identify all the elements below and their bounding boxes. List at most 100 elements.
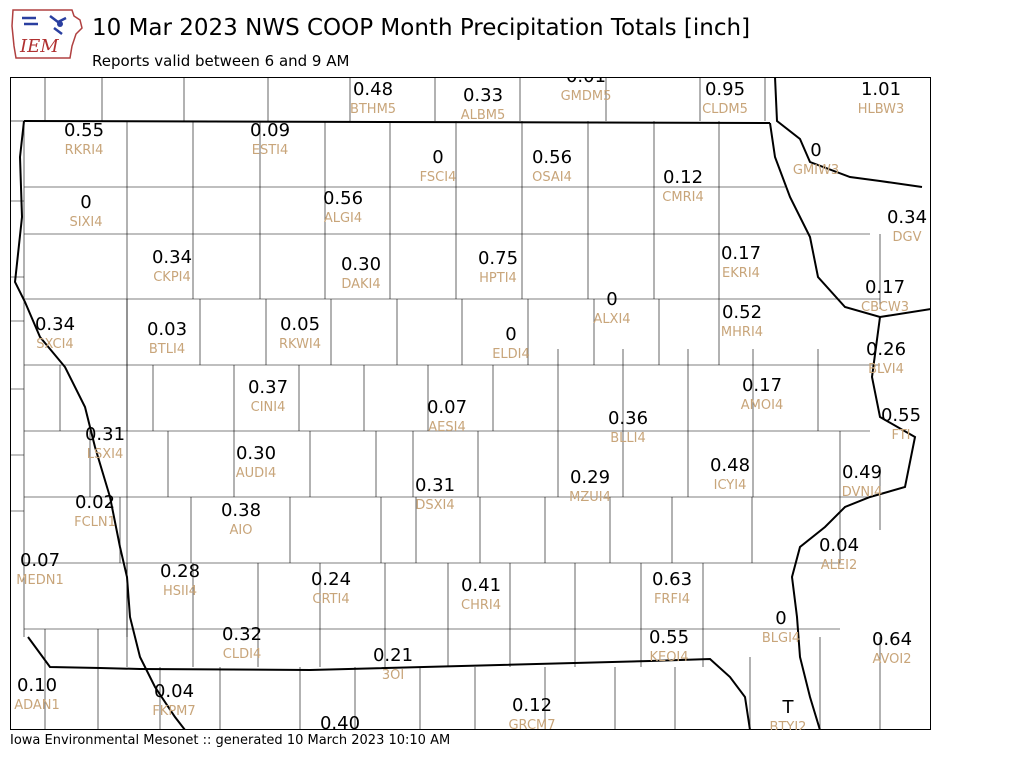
page-subtitle: Reports valid between 6 and 9 AM [92, 52, 350, 70]
station-id-label: SIXI4 [69, 215, 102, 230]
station-marker: 0 FSCI4 [420, 147, 457, 185]
station-id-label: BLVI4 [868, 362, 904, 377]
station-id-label: BTLI4 [149, 342, 185, 357]
station-id-label: FSCI4 [420, 170, 457, 185]
station-id-label: AIO [230, 523, 253, 538]
station-marker: 0.41 CHRI4 [461, 575, 501, 613]
stations-layer: 0.48 BTHM5 0.33 ALBM5 0.01 GMDM5 0.95 CLDM5 1.01… [14, 77, 927, 730]
station-id-label: FKPM7 [152, 704, 195, 719]
station-marker: 0.34 DGV [887, 207, 927, 245]
precip-value: 0.04 [819, 535, 859, 556]
station-marker: 0.49 DVNI4 [842, 462, 883, 500]
precip-value: 0.63 [652, 569, 692, 590]
station-id-label: BTYI2 [770, 720, 807, 730]
station-id-label: BTHM5 [350, 102, 396, 117]
precip-value: 0.75 [478, 248, 518, 269]
station-marker: 0.17 AMOI4 [741, 375, 783, 413]
station-marker: 0.04 FKPM7 [152, 681, 195, 719]
station-marker: 0.17 CBCW3 [861, 277, 909, 315]
precip-value: 0.56 [323, 188, 363, 209]
station-id-label: CRTI4 [312, 592, 349, 607]
station-id-label: FRFI4 [654, 592, 690, 607]
precip-value: 0 [432, 147, 443, 168]
station-marker: 0.07 MEDN1 [16, 550, 63, 588]
station-id-label: BLGI4 [762, 631, 800, 646]
precip-value: 0.05 [280, 314, 320, 335]
station-id-label: CINI4 [251, 400, 286, 415]
precip-value: 0.21 [373, 645, 413, 666]
station-id-label: ESTI4 [252, 143, 289, 158]
station-marker: 0 SIXI4 [69, 192, 102, 230]
station-marker: 0.12 GRCM7 [508, 695, 555, 730]
station-marker: 0.36 BLLI4 [608, 408, 648, 446]
precip-value: 1.01 [861, 79, 901, 100]
station-id-label: HPTI4 [479, 271, 517, 286]
station-id-label: ALBM5 [461, 108, 506, 123]
station-id-label: DSXI4 [415, 498, 454, 513]
station-marker: 1.01 HLBW3 [858, 79, 905, 117]
precip-value: 0.10 [17, 675, 57, 696]
precip-value: 0.55 [64, 120, 104, 141]
precip-value: 0 [606, 289, 617, 310]
station-id-label: EKRI4 [722, 266, 760, 281]
footer-credit: Iowa Environmental Mesonet :: generated … [10, 733, 451, 748]
precip-value: 0.04 [154, 681, 194, 702]
station-marker: 0.32 CLDI4 [222, 624, 262, 662]
station-id-label: MHRI4 [721, 325, 763, 340]
station-id-label: CMRI4 [662, 190, 703, 205]
station-marker: 0.26 BLVI4 [866, 339, 906, 377]
precip-value: 0.41 [461, 575, 501, 596]
station-id-label: ALGI4 [324, 211, 362, 226]
station-id-label: ICYI4 [714, 478, 747, 493]
station-id-label: BLLI4 [610, 431, 646, 446]
precip-value: 0.34 [152, 247, 192, 268]
station-id-label: AUDI4 [236, 466, 277, 481]
precip-value: 0.34 [887, 207, 927, 228]
station-marker: 0.04 ALEI2 [819, 535, 859, 573]
station-id-label: RKRI4 [65, 143, 104, 158]
station-id-label: RKWI4 [279, 337, 321, 352]
station-id-label: GRCM7 [508, 718, 555, 730]
station-id-label: 3OI [382, 668, 404, 683]
station-id-label: ELDI4 [492, 347, 530, 362]
precip-value: 0.02 [75, 492, 115, 513]
station-marker: 0.55 KEOI4 [649, 627, 689, 665]
station-id-label: CLDI4 [223, 647, 261, 662]
precip-value: 0.07 [20, 550, 60, 571]
station-marker: 0.30 DAKI4 [341, 254, 381, 292]
station-id-label: CKPI4 [153, 270, 191, 285]
station-id-label: AMOI4 [741, 398, 783, 413]
precip-value: 0.95 [705, 79, 745, 100]
station-marker: 0.63 FRFI4 [652, 569, 692, 607]
station-marker: 0.33 ALBM5 [461, 85, 506, 123]
precip-value: 0.55 [881, 405, 921, 426]
precip-value: 0.09 [250, 120, 290, 141]
precip-value: 0.03 [147, 319, 187, 340]
precip-value: 0.28 [160, 561, 200, 582]
precip-value: 0.17 [742, 375, 782, 396]
station-marker: 0.07 AESI4 [427, 397, 467, 435]
station-id-label: CHRI4 [461, 598, 501, 613]
precip-value: 0.48 [353, 79, 393, 100]
station-marker: 0.31 DSXI4 [415, 475, 455, 513]
station-id-label: HLBW3 [858, 102, 905, 117]
station-marker: 0.28 HSII4 [160, 561, 200, 599]
station-id-label: AESI4 [428, 420, 465, 435]
precip-value: 0.31 [85, 424, 125, 445]
page-title: 10 Mar 2023 NWS COOP Month Precipitation… [92, 15, 751, 41]
precip-value: 0.17 [721, 243, 761, 264]
precip-value: 0.24 [311, 569, 351, 590]
station-marker: 0.01 GMDM5 [561, 77, 612, 104]
precip-value: 0.55 [649, 627, 689, 648]
precip-value: 0.37 [248, 377, 288, 398]
station-id-label: OSAI4 [532, 170, 572, 185]
precip-value: 0.32 [222, 624, 262, 645]
station-marker: 0.30 AUDI4 [236, 443, 277, 481]
precip-value: T [782, 697, 795, 718]
station-id-label: KEOI4 [649, 650, 688, 665]
iem-logo: IEM [10, 6, 84, 62]
station-marker: 0.09 ESTI4 [250, 120, 290, 158]
station-marker: 0 ALXI4 [593, 289, 630, 327]
precip-value: 0.64 [872, 629, 912, 650]
station-marker: 0.56 OSAI4 [532, 147, 572, 185]
